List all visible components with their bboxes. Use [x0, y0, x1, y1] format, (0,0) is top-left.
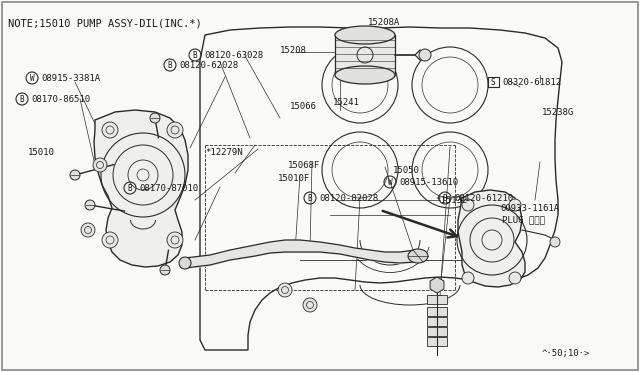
Text: 15238G: 15238G — [542, 108, 574, 116]
Text: 15068F: 15068F — [288, 160, 320, 170]
Circle shape — [419, 49, 431, 61]
Circle shape — [167, 122, 183, 138]
Text: 08915-3381A: 08915-3381A — [41, 74, 100, 83]
Circle shape — [462, 272, 474, 284]
Text: 08120-62028: 08120-62028 — [179, 61, 238, 70]
Text: B: B — [308, 193, 312, 202]
Text: 08320-61812: 08320-61812 — [502, 77, 561, 87]
Text: 08120-82028: 08120-82028 — [319, 193, 378, 202]
Polygon shape — [458, 190, 525, 287]
Text: 08915-13610: 08915-13610 — [399, 177, 458, 186]
Text: 15208: 15208 — [280, 45, 307, 55]
Circle shape — [102, 122, 118, 138]
Polygon shape — [430, 277, 444, 293]
Text: 15010: 15010 — [28, 148, 55, 157]
Polygon shape — [94, 110, 188, 267]
FancyBboxPatch shape — [427, 337, 447, 346]
FancyBboxPatch shape — [427, 307, 447, 316]
Text: *12279N: *12279N — [205, 148, 243, 157]
Polygon shape — [335, 35, 395, 75]
Text: B: B — [443, 193, 447, 202]
Ellipse shape — [179, 257, 191, 269]
Text: PLUG プラグ: PLUG プラグ — [502, 215, 545, 224]
Text: B: B — [20, 94, 24, 103]
Text: NOTE;15010 PUMP ASSY-DIL(INC.*): NOTE;15010 PUMP ASSY-DIL(INC.*) — [8, 18, 202, 28]
Circle shape — [70, 170, 80, 180]
FancyBboxPatch shape — [427, 327, 447, 336]
FancyBboxPatch shape — [427, 295, 447, 304]
Text: 15066: 15066 — [290, 102, 317, 110]
Text: 08170-86510: 08170-86510 — [31, 94, 90, 103]
Text: ^·50;10·>: ^·50;10·> — [541, 349, 590, 358]
Circle shape — [509, 272, 521, 284]
Circle shape — [81, 223, 95, 237]
Text: 00933-1161A: 00933-1161A — [500, 203, 559, 212]
Text: 15208A: 15208A — [368, 17, 400, 26]
Ellipse shape — [408, 249, 428, 263]
Circle shape — [167, 232, 183, 248]
Circle shape — [462, 199, 474, 211]
Circle shape — [278, 283, 292, 297]
Text: B: B — [168, 61, 172, 70]
Text: W: W — [388, 177, 392, 186]
Text: B: B — [193, 51, 197, 60]
Circle shape — [550, 237, 560, 247]
Text: B: B — [128, 183, 132, 192]
Text: 15050: 15050 — [393, 166, 420, 174]
Circle shape — [85, 200, 95, 210]
Circle shape — [160, 265, 170, 275]
FancyBboxPatch shape — [427, 317, 447, 326]
Text: W: W — [29, 74, 35, 83]
Text: 08170-87010: 08170-87010 — [139, 183, 198, 192]
Ellipse shape — [335, 66, 395, 84]
Text: S: S — [491, 77, 495, 87]
Circle shape — [102, 232, 118, 248]
Text: *15132: *15132 — [435, 196, 467, 205]
Text: 08120-61210: 08120-61210 — [454, 193, 513, 202]
Text: 15010F: 15010F — [278, 173, 310, 183]
Circle shape — [509, 199, 521, 211]
Circle shape — [303, 298, 317, 312]
Text: 08120-63028: 08120-63028 — [204, 51, 263, 60]
Text: 15241: 15241 — [333, 97, 360, 106]
Ellipse shape — [335, 26, 395, 44]
Circle shape — [93, 158, 107, 172]
Circle shape — [150, 113, 160, 123]
